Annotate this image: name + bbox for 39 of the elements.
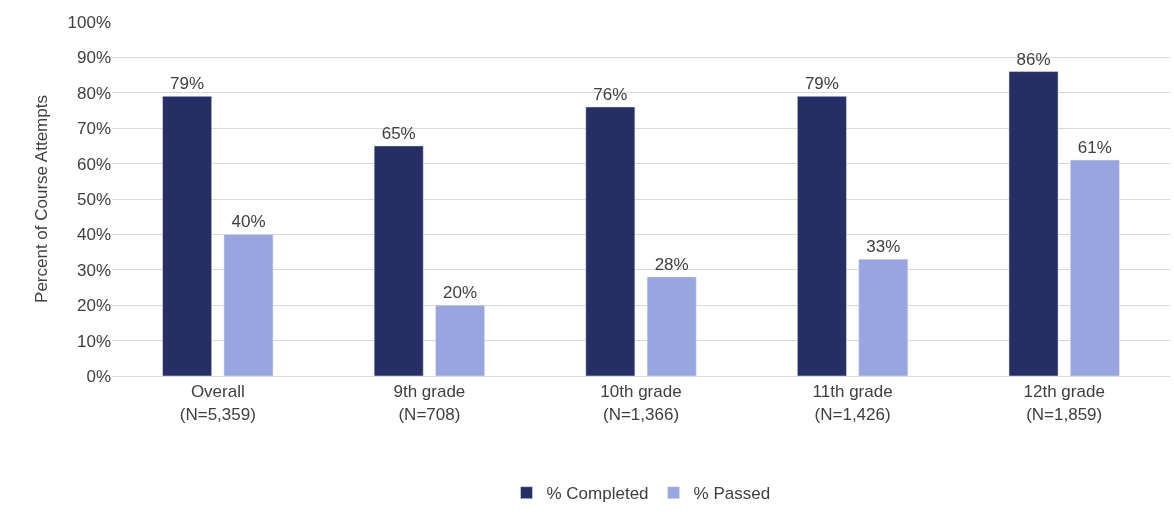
data-label: 76% xyxy=(593,84,628,104)
x-tick-label: 12th grade (N=1,859) xyxy=(1023,382,1105,424)
x-tick-label: 9th grade (N=708) xyxy=(393,382,466,424)
bar xyxy=(797,96,847,376)
y-axis-title: Percent of Course Attempts xyxy=(32,95,52,303)
x-tick-label: 11th grade (N=1,426) xyxy=(812,382,893,424)
bar xyxy=(1070,159,1120,376)
data-label: 65% xyxy=(381,123,416,143)
data-label: 86% xyxy=(1016,49,1051,69)
bar xyxy=(858,258,909,376)
y-tick-label: 70% xyxy=(76,119,111,139)
data-label: 79% xyxy=(804,74,839,94)
y-tick-label: 80% xyxy=(76,83,111,103)
bar xyxy=(373,145,424,376)
data-label: 40% xyxy=(231,212,266,232)
y-tick-label: 0% xyxy=(86,366,111,386)
x-tick-label: 10th grade (N=1,366) xyxy=(600,382,682,424)
bar xyxy=(585,106,636,376)
legend-label: % Passed xyxy=(693,484,771,504)
bar xyxy=(435,304,485,376)
bar xyxy=(646,276,697,376)
y-tick-label: 20% xyxy=(76,296,111,316)
x-tick-label: Overall (N=5,359) xyxy=(179,382,256,424)
y-tick-label: 40% xyxy=(76,225,111,245)
bar xyxy=(1008,71,1059,376)
y-tick-label: 10% xyxy=(76,331,111,351)
y-tick-label: 100% xyxy=(67,12,111,32)
data-label: 33% xyxy=(866,237,901,257)
data-label: 28% xyxy=(654,254,689,274)
bar xyxy=(223,234,274,376)
y-tick-label: 50% xyxy=(76,189,111,209)
legend-label: % Completed xyxy=(546,484,649,504)
data-label: 20% xyxy=(443,283,478,303)
y-tick-label: 30% xyxy=(76,260,111,280)
data-label: 79% xyxy=(170,74,205,94)
data-label: 61% xyxy=(1077,138,1112,158)
bar xyxy=(162,96,212,376)
y-tick-label: 90% xyxy=(76,48,111,68)
y-tick-label: 60% xyxy=(76,154,111,174)
